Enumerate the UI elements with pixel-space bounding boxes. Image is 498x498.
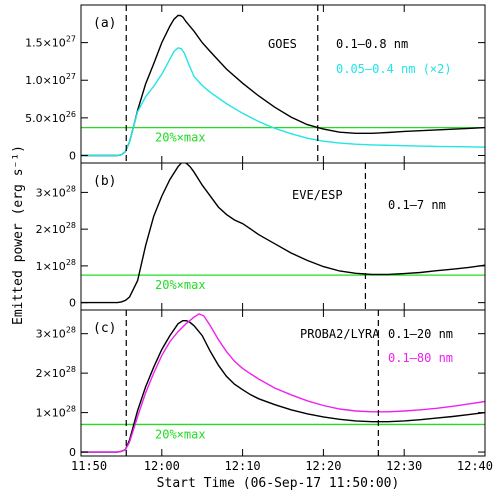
panel-letter-a: (a) (93, 16, 116, 31)
x-tick-label-2: 12:10 (225, 459, 261, 473)
series-line-c-1 (81, 313, 485, 453)
legend-entry-a-0: 0.1–0.8 nm (336, 37, 408, 51)
instrument-label-c: PROBA2/LYRA (300, 327, 380, 341)
x-tick-label-0: 11:50 (71, 459, 107, 473)
x-tick-label-1: 12:00 (144, 459, 180, 473)
series-line-b-0 (81, 163, 485, 304)
panel-letter-b: (b) (93, 174, 116, 189)
instrument-label-b: EVE/ESP (292, 188, 343, 202)
y-axis-label: Emitted power (erg s⁻¹) (11, 145, 26, 325)
threshold-label-b: 20%×max (155, 278, 206, 292)
x-axis-label: Start Time (06-Sep-17 11:50:00) (157, 476, 400, 491)
panel-frame-b (80, 162, 486, 311)
threshold-label-a: 20%×max (155, 131, 206, 145)
legend-entry-b-0: 0.1–7 nm (388, 198, 446, 212)
instrument-label-a: GOES (268, 37, 297, 51)
y-tick-label-c-0: 0 (69, 446, 76, 459)
y-tick-label-b-0: 0 (69, 297, 76, 310)
legend-entry-c-1: 0.1–80 nm (388, 351, 453, 365)
legend-entry-c-0: 0.1–20 nm (388, 327, 453, 341)
y-tick-label-a-3: 1.5×1027 (25, 35, 76, 50)
x-tick-label-5: 12:40 (457, 459, 493, 473)
y-tick-label-b-2: 2×1028 (36, 221, 76, 236)
y-tick-label-b-3: 3×1028 (36, 184, 76, 199)
x-tick-label-3: 12:20 (305, 459, 341, 473)
y-tick-label-b-1: 1×1028 (36, 258, 76, 273)
x-tick-label-4: 12:30 (386, 459, 422, 473)
panel-letter-c: (c) (93, 321, 116, 336)
y-tick-label-a-1: 5.0×1026 (25, 110, 76, 125)
series-line-c-0 (81, 320, 485, 453)
y-tick-label-c-1: 1×1028 (36, 405, 76, 420)
y-tick-label-a-2: 1.0×1027 (25, 72, 76, 87)
y-tick-label-c-3: 3×1028 (36, 326, 76, 341)
series-line-a-1 (81, 47, 485, 157)
y-tick-label-a-0: 0 (69, 149, 76, 162)
legend-entry-a-1: 0.05–0.4 nm (×2) (336, 62, 452, 76)
y-tick-label-c-2: 2×1028 (36, 365, 76, 380)
panel-frame-a (80, 4, 486, 164)
threshold-label-c: 20%×max (155, 427, 206, 441)
panel-frame-c (80, 309, 486, 457)
